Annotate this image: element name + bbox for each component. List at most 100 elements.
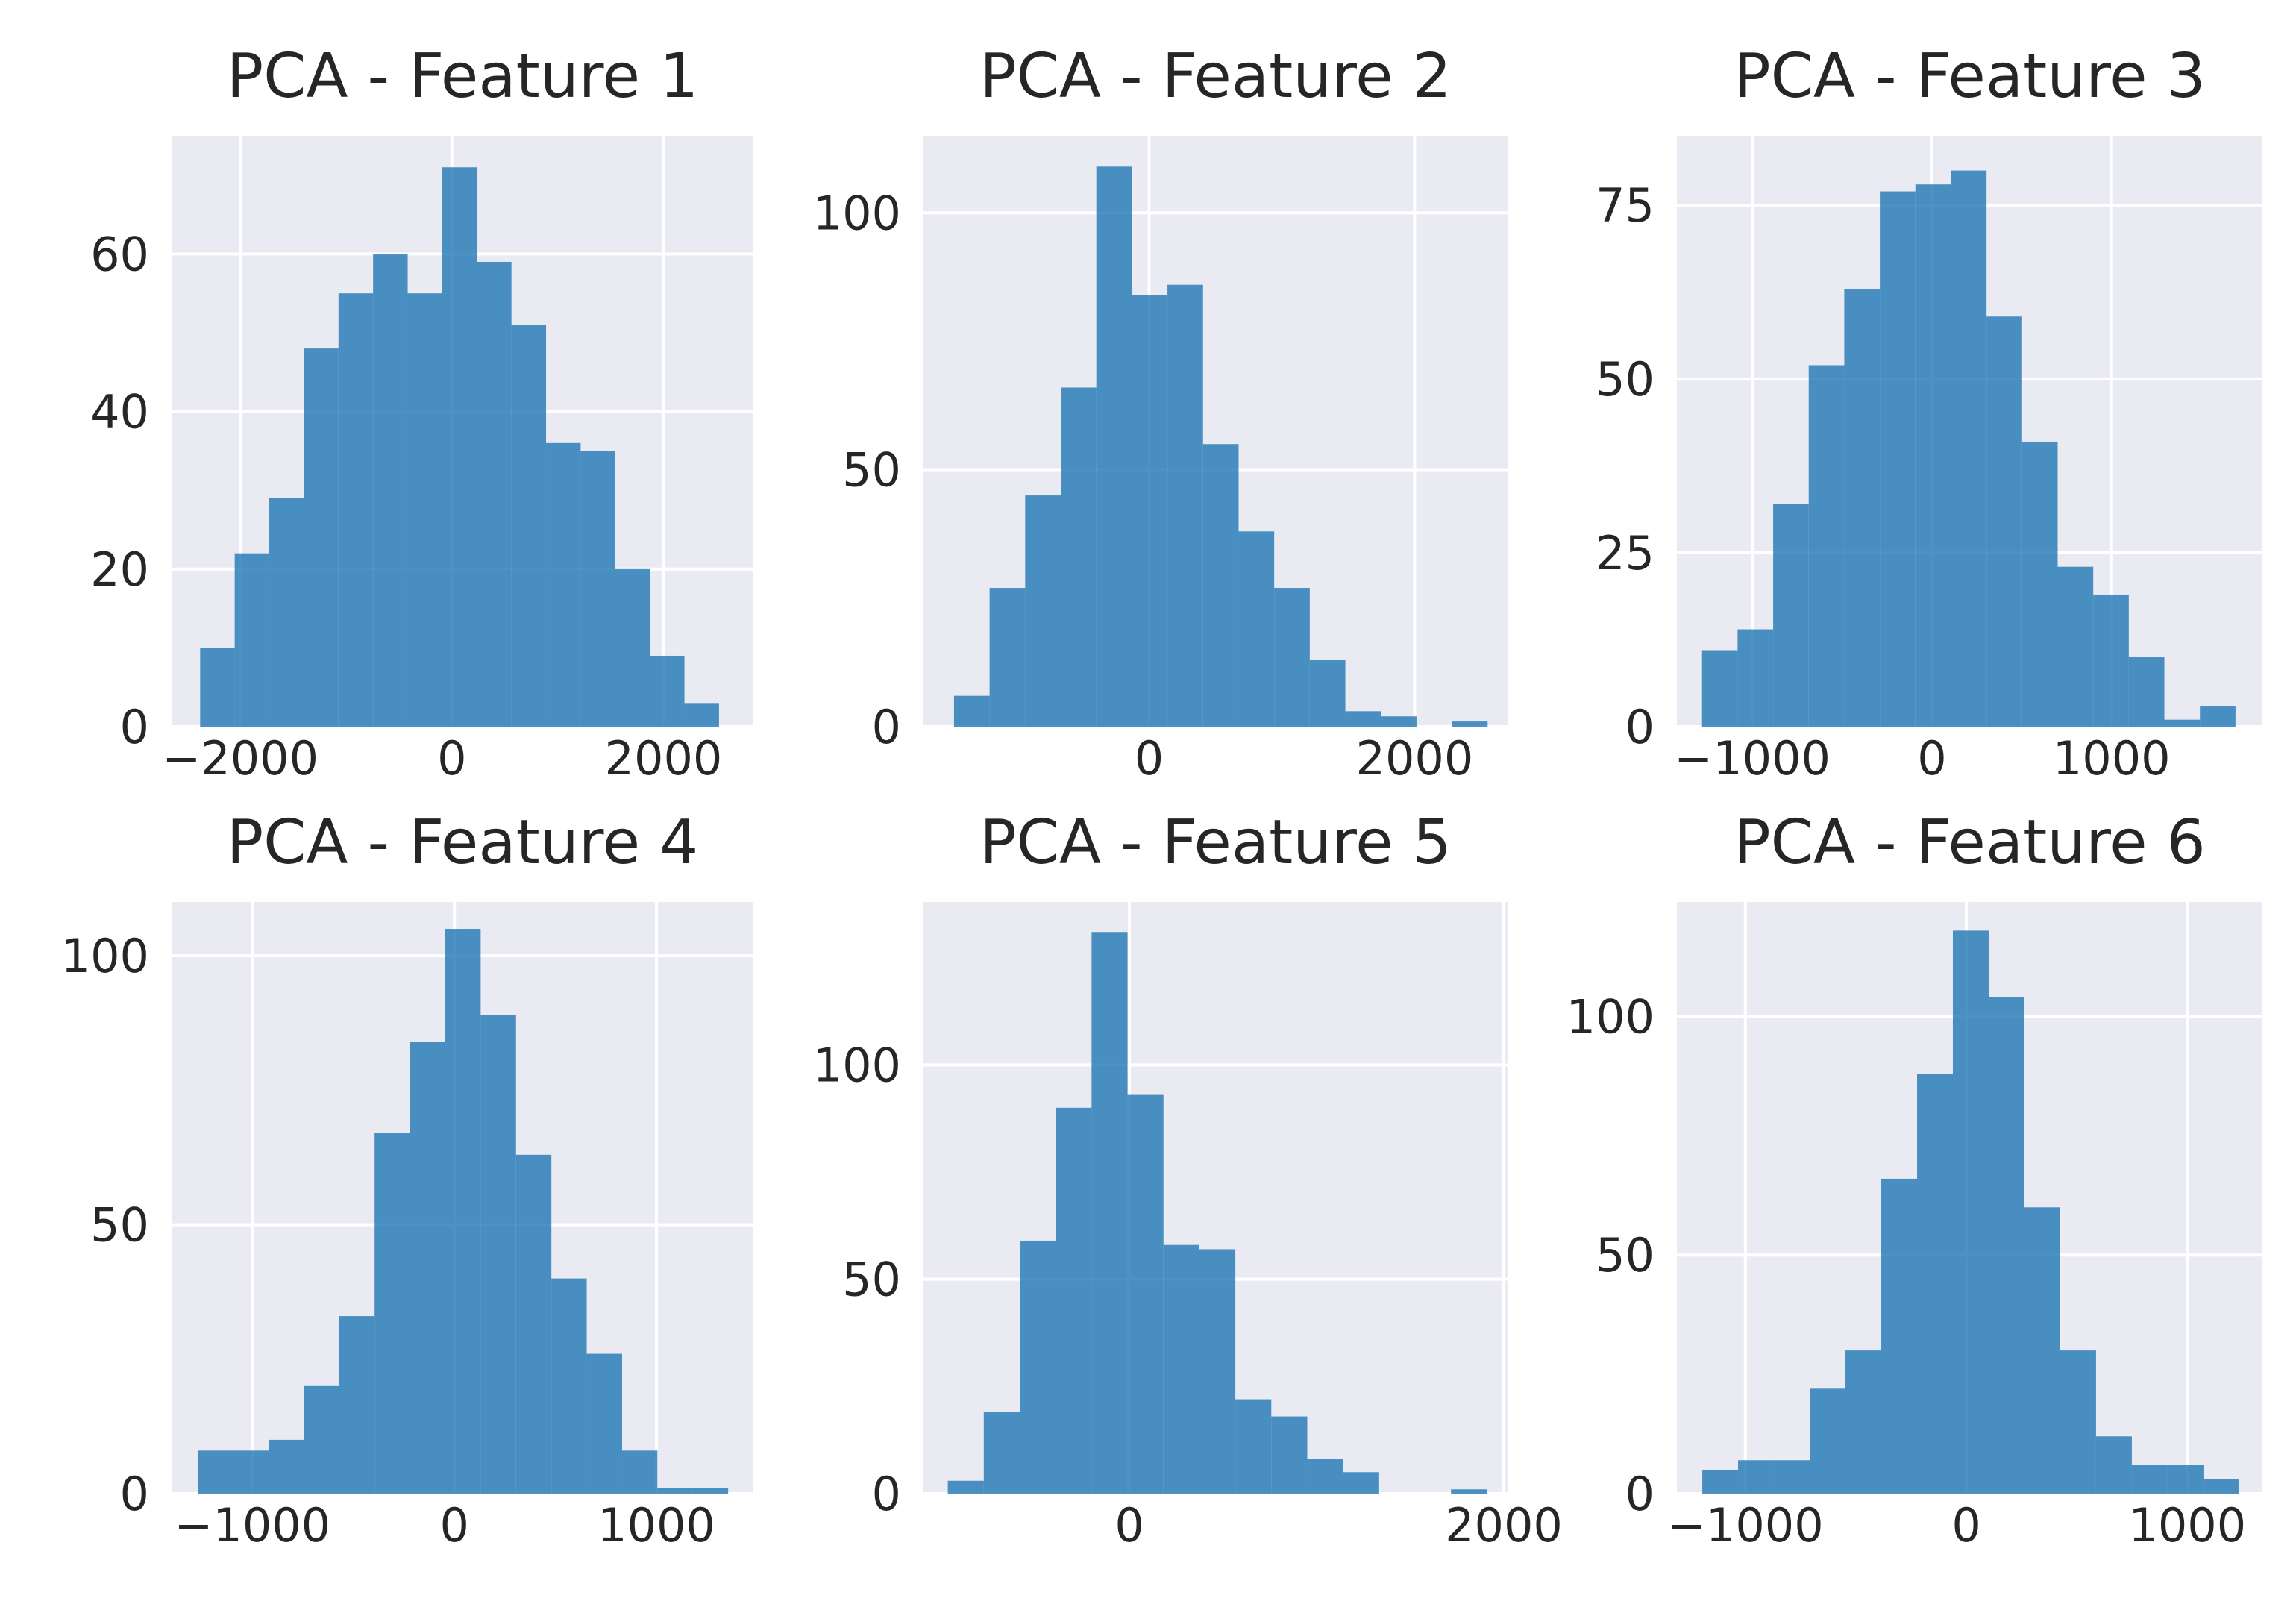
subplot-2: 0 2000 0 50 100 PCA - Feature 2 [813, 41, 1508, 786]
histogram-bar [304, 348, 339, 727]
histogram-bar [2057, 566, 2094, 727]
histogram-bar [1844, 288, 1881, 727]
y-tick-label: 50 [1596, 352, 1654, 407]
histogram-bar [650, 655, 685, 727]
x-tick-label: 0 [439, 1498, 468, 1553]
histogram-bar [407, 293, 442, 727]
histogram-bar [2128, 657, 2165, 727]
histogram-bar [1096, 166, 1132, 727]
subplot-title: PCA - Feature 4 [227, 807, 699, 878]
histogram-bar [1845, 1350, 1882, 1494]
histogram-bar [1274, 588, 1310, 727]
histogram-bar [657, 1488, 693, 1494]
histogram-bar [1343, 1472, 1379, 1494]
histogram-bar [580, 451, 615, 727]
histogram-bar [1986, 316, 2022, 727]
histogram-bar [1451, 1489, 1487, 1494]
histogram-bar [947, 1480, 984, 1494]
histogram-bar [2024, 1207, 2060, 1494]
histogram-bar [200, 648, 235, 727]
histogram-bar [269, 498, 304, 727]
subplot-title: PCA - Feature 6 [1734, 807, 2206, 878]
y-tick-label: 50 [842, 443, 901, 498]
histogram-bar [1235, 1399, 1272, 1494]
histogram-bar [1916, 1074, 1953, 1494]
y-tick-label: 0 [120, 700, 149, 754]
subplot-title: PCA - Feature 3 [1734, 41, 2206, 112]
histogram-bar [1951, 170, 1987, 727]
histogram-bar [615, 568, 650, 727]
histogram-bar [1199, 1249, 1236, 1494]
histogram-bar [269, 1439, 304, 1494]
x-tick-label: 0 [1951, 1498, 1980, 1553]
histogram-bar [1061, 387, 1097, 727]
histogram-bar [2164, 719, 2201, 727]
histogram-bar [2060, 1350, 2096, 1494]
histogram-bar [2167, 1465, 2204, 1494]
histogram-bar [551, 1278, 587, 1494]
histogram-bar [1056, 1107, 1092, 1494]
histogram-bar [1773, 504, 1809, 727]
histogram-bar [2131, 1465, 2168, 1494]
y-tick-label: 100 [813, 1038, 901, 1092]
histogram-bar [1988, 997, 2024, 1494]
histogram-bar [1238, 531, 1275, 727]
histogram-bar [1701, 650, 1738, 727]
histogram-bar [2200, 706, 2236, 727]
subplot-title: PCA - Feature 5 [979, 807, 1452, 878]
histogram-bar [1381, 716, 1417, 727]
histogram-bar [546, 442, 581, 727]
subplot-title: PCA - Feature 2 [979, 41, 1452, 112]
histogram-bar [1808, 365, 1845, 727]
y-tick-label: 75 [1596, 178, 1654, 233]
x-tick-label: 1000 [2128, 1498, 2246, 1553]
y-tick-label: 100 [61, 929, 149, 983]
histogram-bar [233, 1450, 269, 1494]
x-tick-label: −1000 [1667, 1498, 1824, 1553]
histogram-bar [1091, 932, 1128, 1494]
histogram-bar [692, 1488, 729, 1494]
histogram-bar [373, 254, 408, 727]
x-tick-label: 2000 [1356, 731, 1474, 786]
histogram-bar [621, 1450, 658, 1494]
histogram-bar [1774, 1460, 1810, 1494]
histogram-bar [2021, 441, 2058, 727]
histogram-bar [684, 703, 719, 727]
histogram-bar [1881, 1178, 1917, 1494]
subplot-5: 0 2000 0 50 100 PCA - Feature 5 [813, 807, 1563, 1553]
histogram-bar [1738, 1460, 1775, 1494]
histogram-bar [2095, 1436, 2132, 1494]
histogram-bar [445, 929, 481, 1494]
histogram-bar [442, 167, 477, 727]
histogram-bar [410, 1042, 445, 1494]
histogram-bar [1307, 1459, 1343, 1494]
subplot-4: −1000 0 1000 0 50 100 PCA - Feature 4 [61, 807, 753, 1553]
x-tick-label: 0 [1114, 1498, 1144, 1553]
x-tick-label: −1000 [1674, 731, 1831, 786]
y-tick-label: 50 [90, 1198, 149, 1253]
histogram-bar [198, 1450, 233, 1494]
x-tick-label: −1000 [174, 1498, 330, 1553]
histogram-bar [374, 1133, 410, 1494]
x-tick-label: 2000 [1445, 1498, 1563, 1553]
histogram-bar [1702, 1470, 1739, 1494]
y-tick-label: 100 [1566, 989, 1654, 1044]
histogram-bar [1880, 191, 1916, 727]
y-tick-label: 60 [90, 227, 149, 281]
histogram-bar [338, 293, 374, 727]
histogram-bar [234, 553, 270, 727]
histogram-bar [1345, 711, 1381, 727]
histogram-bar [1452, 721, 1488, 727]
y-tick-label: 20 [90, 542, 149, 597]
histogram-bar [1202, 444, 1239, 727]
histogram-bar [953, 695, 990, 727]
histogram-bar [983, 1412, 1020, 1494]
x-tick-label: 0 [1135, 731, 1164, 786]
y-tick-label: 25 [1596, 526, 1654, 580]
histogram-bar [1025, 495, 1061, 727]
histogram-bar [2093, 594, 2129, 727]
histogram-bar [1309, 660, 1346, 727]
histogram-bar [1163, 1244, 1199, 1494]
